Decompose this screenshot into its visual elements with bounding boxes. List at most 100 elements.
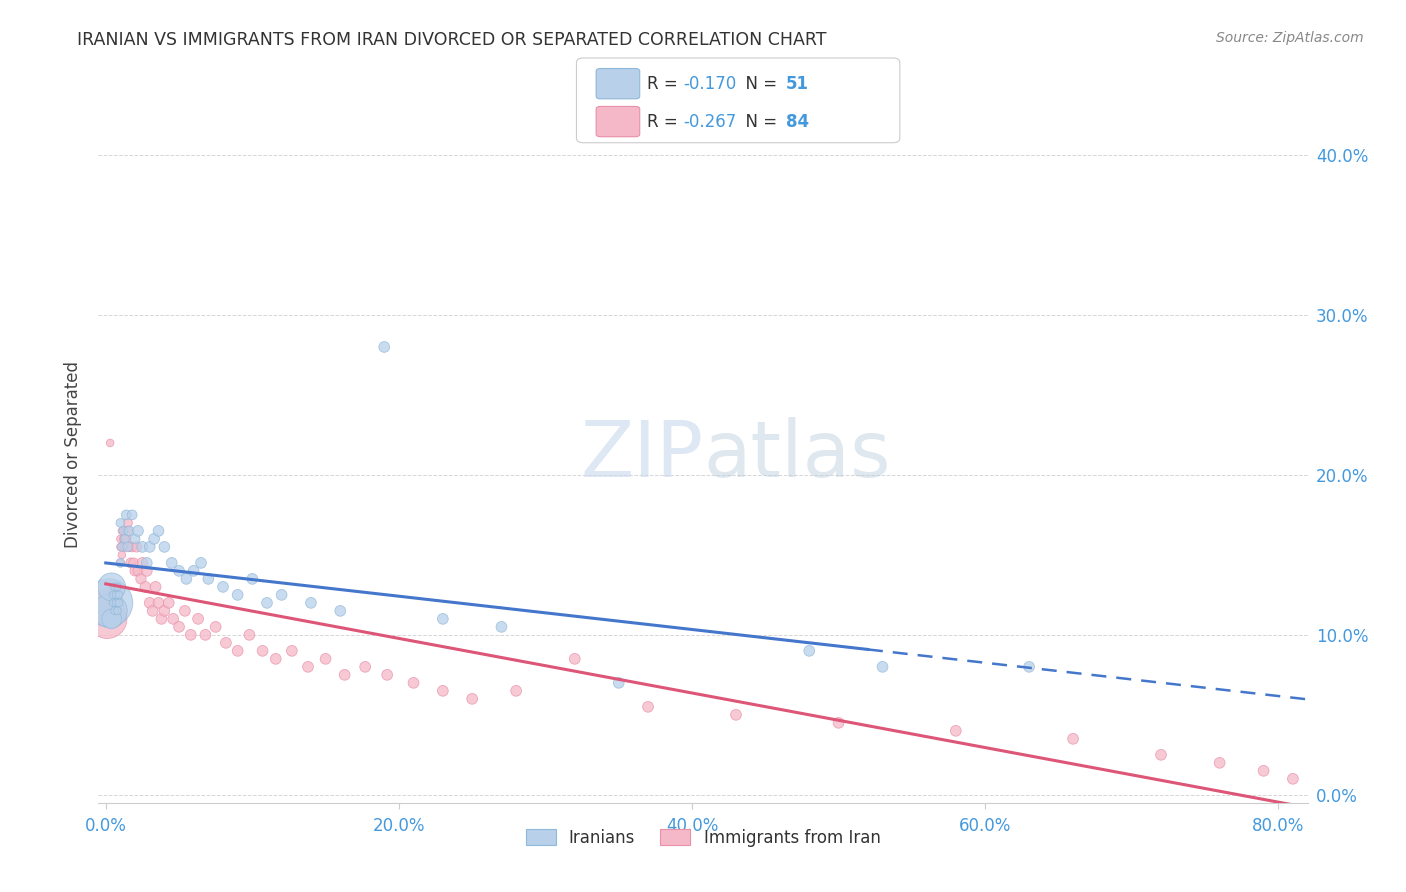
Point: [100, 580, 122, 594]
Point: [100, 612, 122, 626]
Point: [100, 580, 122, 594]
Point: [190, 556, 212, 570]
Point: [1253, 764, 1275, 778]
Point: [114, 532, 136, 546]
Point: [118, 524, 141, 538]
Point: [103, 588, 125, 602]
Point: [134, 580, 156, 594]
Point: [117, 524, 139, 538]
Point: [108, 596, 131, 610]
Text: Source: ZipAtlas.com: Source: ZipAtlas.com: [1216, 31, 1364, 45]
Point: [180, 628, 202, 642]
Point: [114, 524, 136, 538]
Point: [105, 588, 128, 602]
Point: [101, 588, 124, 602]
Point: [143, 532, 166, 546]
Point: [108, 580, 131, 594]
Point: [1018, 660, 1040, 674]
Point: [101, 580, 124, 594]
Point: [564, 652, 586, 666]
Point: [297, 660, 319, 674]
Point: [491, 620, 513, 634]
Point: [117, 516, 139, 530]
Point: [212, 580, 235, 594]
Text: atlas: atlas: [703, 417, 890, 493]
Y-axis label: Divorced or Separated: Divorced or Separated: [65, 361, 83, 549]
Point: [270, 588, 292, 602]
Text: -0.267: -0.267: [683, 112, 737, 130]
Point: [187, 612, 209, 626]
Point: [240, 572, 263, 586]
Point: [121, 508, 143, 522]
Point: [194, 628, 217, 642]
Point: [114, 540, 136, 554]
Point: [120, 556, 142, 570]
Point: [153, 540, 176, 554]
Text: N =: N =: [735, 112, 783, 130]
Point: [101, 596, 124, 610]
Point: [176, 572, 198, 586]
Point: [135, 556, 157, 570]
Text: R =: R =: [647, 75, 683, 93]
Legend: Iranians, Immigrants from Iran: Iranians, Immigrants from Iran: [519, 822, 887, 854]
Text: R =: R =: [647, 112, 683, 130]
Point: [142, 604, 165, 618]
Point: [945, 723, 967, 738]
Point: [461, 691, 484, 706]
Point: [872, 660, 894, 674]
Point: [607, 676, 630, 690]
Point: [115, 508, 138, 522]
Point: [110, 516, 132, 530]
Point: [124, 564, 146, 578]
Point: [107, 580, 129, 594]
Point: [135, 564, 157, 578]
Point: [138, 540, 160, 554]
Point: [103, 596, 125, 610]
Point: [107, 580, 129, 594]
Point: [103, 580, 125, 594]
Point: [432, 612, 454, 626]
Point: [98, 604, 121, 618]
Point: [174, 604, 197, 618]
Point: [105, 588, 128, 602]
Point: [160, 556, 183, 570]
Point: [264, 652, 287, 666]
Point: [215, 636, 238, 650]
Point: [125, 540, 148, 554]
Point: [197, 572, 219, 586]
Text: IRANIAN VS IMMIGRANTS FROM IRAN DIVORCED OR SEPARATED CORRELATION CHART: IRANIAN VS IMMIGRANTS FROM IRAN DIVORCED…: [77, 31, 827, 49]
Point: [138, 596, 160, 610]
Point: [329, 604, 352, 618]
Point: [98, 436, 121, 450]
Point: [112, 524, 135, 538]
Point: [98, 596, 121, 610]
Point: [112, 540, 135, 554]
Point: [252, 644, 274, 658]
Point: [100, 604, 122, 618]
Point: [238, 628, 260, 642]
Point: [145, 580, 167, 594]
Point: [354, 660, 377, 674]
Point: [131, 556, 153, 570]
Point: [129, 572, 152, 586]
Point: [148, 524, 170, 538]
Point: [117, 540, 139, 554]
Point: [1062, 731, 1084, 746]
Point: [167, 620, 190, 634]
Point: [105, 580, 128, 594]
Point: [127, 524, 149, 538]
Point: [107, 604, 129, 618]
Point: [167, 564, 190, 578]
Point: [724, 707, 747, 722]
Point: [131, 540, 153, 554]
Point: [103, 604, 125, 618]
Point: [1282, 772, 1305, 786]
Text: N =: N =: [735, 75, 783, 93]
Point: [97, 596, 120, 610]
Point: [107, 588, 129, 602]
Point: [432, 683, 454, 698]
Point: [124, 532, 146, 546]
Point: [111, 524, 134, 538]
Text: -0.170: -0.170: [683, 75, 737, 93]
Point: [100, 588, 122, 602]
